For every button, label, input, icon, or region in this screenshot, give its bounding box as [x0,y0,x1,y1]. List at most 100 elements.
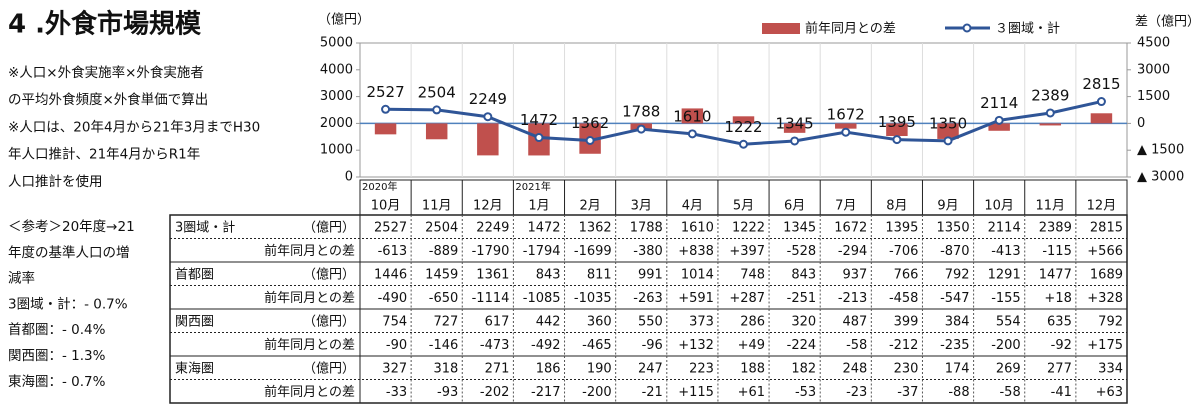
table-cell: +287 [729,291,765,306]
bar [988,123,1010,131]
note: ※人口は、20年4月から21年3月までH30 [8,119,260,135]
table-cell: -58 [999,385,1020,400]
table-cell: 384 [945,314,970,329]
table-cell: +63 [1096,385,1123,400]
line-point [483,112,493,122]
table-cell: 635 [1047,314,1072,329]
table-cell: -889 [429,244,459,259]
month-label: 9月 [937,199,958,214]
table-cell: 1459 [425,267,458,282]
table-cell: 271 [485,361,510,376]
table-cell: -93 [437,385,458,400]
bar [374,123,397,135]
table-cell: +397 [729,244,765,259]
reference: 減率 [8,270,35,287]
table-cell: 754 [382,314,407,329]
data-label: 2815 [1082,75,1120,93]
row-label: 前年同月との差 [264,384,355,400]
table-cell: -200 [582,385,612,400]
line-point [585,135,595,145]
table-cell: -53 [795,385,816,400]
table-cell: 334 [1098,361,1123,376]
line-point [994,115,1004,125]
table-cell: -1794 [523,244,561,259]
data-label: 2527 [366,83,404,101]
table-cell: 327 [382,361,407,376]
table-cell: +591 [678,291,714,306]
table-cell: -92 [1051,338,1072,353]
row-label: 首都圏 [175,267,214,282]
table-cell: -41 [1051,385,1072,400]
year-label: 2021年 [515,180,550,193]
table-cell: 2815 [1090,220,1123,235]
note: 年人口推計、21年4月からR1年 [8,147,200,163]
table-cell: 1788 [630,220,663,235]
row-unit: （億円） [303,360,355,376]
table-cell: 1672 [834,220,867,235]
reference: 関西圏：- 1.3% [8,348,106,364]
table-cell: +175 [1087,338,1123,353]
table-cell: 360 [587,314,612,329]
row-unit: （億円） [303,219,355,235]
table-cell: -212 [889,338,919,353]
table-cell: 1472 [527,220,560,235]
legend-swatch [962,23,972,33]
table-cell: -473 [480,338,510,353]
table-cell: +18 [1044,291,1071,306]
table-cell: -870 [940,244,970,259]
data-label: 1362 [571,114,609,132]
bar [425,123,448,140]
month-label: 10月 [984,199,1014,214]
table-cell: 1291 [988,267,1021,282]
table-cell: -217 [531,385,561,400]
month-label: 3月 [631,199,652,214]
table-cell: +61 [738,385,765,400]
table-cell: -251 [787,291,817,306]
table-cell: -490 [378,291,408,306]
table-cell: -492 [531,338,561,353]
line-point [790,136,800,146]
line-point [841,127,851,137]
month-label: 10月 [371,199,401,214]
bar [783,123,806,133]
table-cell: -58 [846,338,867,353]
reference: 東海圏：- 0.7% [8,374,106,390]
reference: 3圏域・計：- 0.7% [8,296,128,312]
table-cell: 1222 [732,220,765,235]
table-cell: 727 [433,314,458,329]
table-cell: 174 [945,361,970,376]
table-cell: +838 [678,244,714,259]
data-label: 2249 [469,90,507,108]
table-cell: 223 [689,361,714,376]
data-label: 1610 [673,107,711,125]
table-cell: 811 [587,267,612,282]
table-cell: 550 [638,314,663,329]
table-cell: -706 [889,244,919,259]
y-tick-label: 1000 [320,143,353,158]
table-cell: -528 [787,244,817,259]
table-cell: -90 [386,338,407,353]
line-point [1045,108,1055,118]
row-label: 東海圏 [175,360,214,376]
data-label: 1222 [724,118,762,136]
table-cell: -23 [846,385,867,400]
line-point [636,124,646,134]
data-label: 1472 [520,111,558,129]
data-label: 1350 [929,114,967,132]
table-cell: +328 [1087,291,1123,306]
bar [886,123,908,137]
month-label: 12月 [473,199,503,214]
bar [477,123,499,156]
table-cell: 182 [791,361,816,376]
table-cell: 1362 [579,220,612,235]
table-cell: -202 [480,385,510,400]
y2-tick-label: 3000 [1137,62,1170,77]
table-cell: -88 [948,385,969,400]
row-label: 前年同月との差 [264,337,355,353]
table-cell: 188 [740,361,765,376]
table-cell: 792 [1098,314,1123,329]
month-label: 12月 [1087,199,1117,214]
line-point [534,133,544,143]
table-cell: -1035 [574,291,612,306]
table-cell: -115 [1042,244,1072,259]
